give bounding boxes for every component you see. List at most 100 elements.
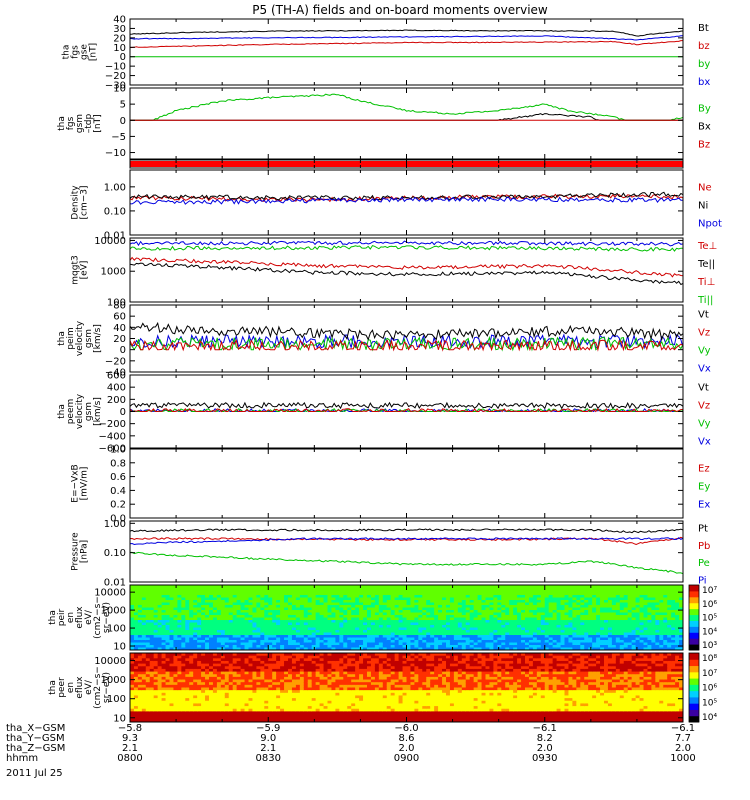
spectrogram-cell: [521, 610, 526, 614]
spectrogram-cell: [497, 615, 502, 619]
spectrogram-cell: [402, 620, 408, 624]
spectrogram-cell: [252, 622, 257, 626]
spectrogram-cell: [639, 592, 645, 596]
spectrogram-cell: [453, 630, 459, 634]
spectrogram-cell: [209, 668, 214, 673]
spectrogram-cell: [556, 605, 562, 609]
spectrogram-cell: [260, 620, 265, 624]
spectrogram-cell: [189, 674, 194, 678]
spectrogram-cell: [288, 600, 293, 604]
spectrogram-cell: [481, 617, 487, 621]
spectrogram-cell: [133, 642, 139, 646]
spectrogram-cell: [422, 647, 427, 650]
spectrogram-cell: [442, 642, 447, 646]
spectrogram-cell: [544, 600, 550, 604]
spectrogram-cell: [607, 627, 613, 631]
spectrogram-cell: [193, 640, 198, 644]
spectrogram-cell: [193, 698, 198, 702]
spectrogram-cell: [141, 719, 147, 722]
y-axis-label: (cm2−s−: [93, 596, 103, 639]
spectrogram-cell: [564, 600, 570, 604]
spectrogram-cell: [635, 635, 641, 639]
spectrogram-cell: [260, 615, 265, 619]
spectrogram-cell: [410, 595, 415, 599]
spectrogram-cell: [288, 637, 293, 641]
spectrogram-cell: [370, 602, 376, 606]
spectrogram-cell: [635, 602, 641, 606]
spectrogram-cell: [568, 607, 573, 611]
spectrogram-cell: [173, 711, 178, 715]
spectrogram-cell: [209, 687, 214, 691]
spectrogram-cell: [497, 632, 502, 636]
y-tick-label: 0: [120, 116, 126, 127]
spectrogram-cell: [390, 597, 396, 601]
spectrogram-cell: [272, 592, 277, 596]
spectrogram-cell: [343, 602, 348, 606]
spectrogram-cell: [663, 585, 668, 589]
spectrogram-cell: [169, 653, 175, 657]
spectrogram-cell: [288, 617, 293, 621]
spectrogram-cell: [189, 597, 194, 601]
spectrogram-cell: [386, 610, 392, 614]
spectrogram-cell: [426, 597, 431, 601]
spectrogram-cell: [611, 607, 617, 611]
spectrogram-cell: [651, 647, 656, 650]
spectrogram-cell: [248, 622, 254, 626]
spectrogram-cell: [295, 622, 301, 626]
spectrogram-cell: [209, 714, 214, 718]
spectrogram-cell: [422, 627, 427, 631]
spectrogram-cell: [280, 587, 285, 591]
spectrogram-cell: [264, 595, 269, 599]
spectrogram-cell: [141, 653, 147, 657]
spectrogram-cell: [236, 632, 242, 636]
spectrogram-cell: [540, 602, 546, 606]
spectrogram-cell: [347, 637, 352, 641]
spectrogram-cell: [438, 615, 443, 619]
spectrogram-cell: [343, 645, 348, 649]
spectrogram-cell: [679, 642, 683, 646]
spectrogram-cell: [619, 600, 625, 604]
spectrogram-cell: [627, 592, 633, 596]
spectrogram-cell: [137, 632, 143, 636]
spectrogram-cell: [513, 632, 518, 636]
spectrogram-cell: [197, 642, 202, 646]
spectrogram-cell: [667, 592, 672, 596]
spectrogram-cell: [659, 637, 664, 641]
spectrogram-cell: [268, 595, 273, 599]
spectrogram-cell: [165, 625, 171, 629]
y-axis-label: mqgt3: [71, 255, 81, 284]
spectrogram-cell: [532, 600, 538, 604]
spectrogram-cell: [220, 703, 226, 707]
spectrogram-cell: [576, 607, 581, 611]
spectrogram-cell: [311, 642, 317, 646]
spectrogram-cell: [212, 682, 218, 686]
spectrogram-cell: [149, 668, 155, 673]
spectrogram-cell: [422, 592, 427, 596]
spectrogram-cell: [133, 647, 139, 650]
spectrogram-cell: [607, 645, 613, 649]
spectrogram-cell: [473, 597, 479, 601]
spectrogram-cell: [639, 612, 645, 616]
spectrogram-cell: [295, 625, 301, 629]
spectrogram-cell: [370, 585, 376, 589]
spectrogram-cell: [351, 595, 356, 599]
spectrogram-cell: [130, 706, 135, 710]
spectrogram-cell: [165, 682, 171, 686]
spectrogram-cell: [469, 615, 475, 619]
spectrogram-cell: [157, 615, 163, 619]
spectrogram-cell: [153, 642, 159, 646]
spectrogram-cell: [311, 625, 317, 629]
spectrogram-cell: [228, 600, 234, 604]
spectrogram-cell: [137, 592, 143, 596]
spectrogram-cell: [228, 625, 234, 629]
spectrogram-cell: [374, 617, 380, 621]
spectrogram-cell: [615, 585, 621, 589]
spectrogram-cell: [536, 640, 542, 644]
spectrogram-cell: [299, 632, 305, 636]
spectrogram-cell: [517, 647, 522, 650]
spectrogram-cell: [592, 635, 597, 639]
spectrogram-cell: [133, 597, 139, 601]
spectrogram-cell: [149, 602, 155, 606]
spectrogram-cell: [374, 622, 380, 626]
